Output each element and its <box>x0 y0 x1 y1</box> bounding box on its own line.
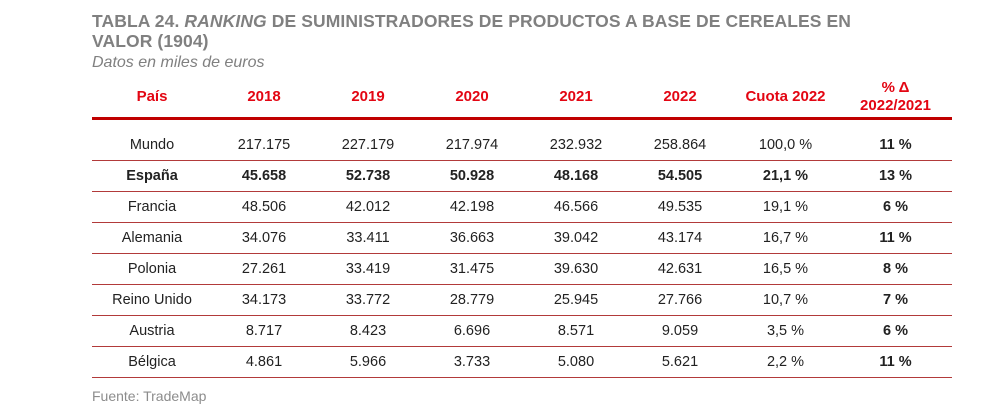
cell-y2019: 33.772 <box>316 284 420 316</box>
table-row: Polonia 27.261 33.419 31.475 39.630 42.631 16,… <box>92 253 952 285</box>
cell-y2019: 33.411 <box>316 222 420 254</box>
header-pct-line2: 2022/2021 <box>860 97 931 114</box>
cell-y2021: 232.932 <box>524 130 628 161</box>
cell-cuota: 16,5 % <box>732 253 839 285</box>
cell-y2020: 50.928 <box>420 160 524 192</box>
title-italic-word: RANKING <box>184 11 267 31</box>
cell-y2018: 27.261 <box>212 253 316 285</box>
cell-y2022: 258.864 <box>628 130 732 161</box>
cell-y2018: 4.861 <box>212 346 316 378</box>
header-cuota: Cuota 2022 <box>732 77 839 120</box>
header-2021: 2021 <box>524 77 628 120</box>
suppliers-ranking-table: País 2018 2019 2020 2021 2022 Cuota 2022… <box>92 77 952 378</box>
cell-y2019: 42.012 <box>316 191 420 223</box>
cell-y2019: 33.419 <box>316 253 420 285</box>
cell-country: Austria <box>92 315 212 347</box>
cell-country: Alemania <box>92 222 212 254</box>
cell-y2020: 42.198 <box>420 191 524 223</box>
cell-cuota: 100,0 % <box>732 130 839 161</box>
cell-y2018: 45.658 <box>212 160 316 192</box>
cell-country: Francia <box>92 191 212 223</box>
cell-y2019: 5.966 <box>316 346 420 378</box>
cell-y2019: 52.738 <box>316 160 420 192</box>
header-2018: 2018 <box>212 77 316 120</box>
table-row: Reino Unido 34.173 33.772 28.779 25.945 27.76… <box>92 284 952 316</box>
cell-pct: 13 % <box>839 160 952 192</box>
cell-y2022: 9.059 <box>628 315 732 347</box>
title-prefix: TABLA 24. <box>92 11 185 31</box>
cell-y2021: 46.566 <box>524 191 628 223</box>
cell-pct: 8 % <box>839 253 952 285</box>
table-row: Bélgica 4.861 5.966 3.733 5.080 5.621 2,2 % 11 … <box>92 346 952 378</box>
header-2020: 2020 <box>420 77 524 120</box>
cell-cuota: 16,7 % <box>732 222 839 254</box>
cell-y2021: 5.080 <box>524 346 628 378</box>
cell-y2018: 34.173 <box>212 284 316 316</box>
title-rest: DE SUMINISTRADORES DE PRODUCTOS A BASE D… <box>92 11 852 51</box>
cell-pct: 7 % <box>839 284 952 316</box>
table-title: TABLA 24. RANKING DE SUMINISTRADORES DE … <box>92 11 912 51</box>
cell-y2018: 34.076 <box>212 222 316 254</box>
table-subtitle: Datos en miles de euros <box>92 54 265 71</box>
cell-country: Mundo <box>92 130 212 161</box>
cell-y2020: 36.663 <box>420 222 524 254</box>
cell-pct: 11 % <box>839 130 952 161</box>
cell-pct: 6 % <box>839 315 952 347</box>
cell-y2021: 48.168 <box>524 160 628 192</box>
cell-y2021: 25.945 <box>524 284 628 316</box>
header-row: País 2018 2019 2020 2021 2022 Cuota 2022… <box>92 77 952 120</box>
cell-cuota: 21,1 % <box>732 160 839 192</box>
cell-pct: 11 % <box>839 346 952 378</box>
cell-y2022: 43.174 <box>628 222 732 254</box>
cell-pct: 11 % <box>839 222 952 254</box>
cell-country: España <box>92 160 212 192</box>
cell-cuota: 10,7 % <box>732 284 839 316</box>
cell-pct: 6 % <box>839 191 952 223</box>
cell-y2021: 8.571 <box>524 315 628 347</box>
cell-y2018: 8.717 <box>212 315 316 347</box>
cell-y2021: 39.042 <box>524 222 628 254</box>
cell-y2022: 54.505 <box>628 160 732 192</box>
cell-country: Reino Unido <box>92 284 212 316</box>
header-2019: 2019 <box>316 77 420 120</box>
table-row: Francia 48.506 42.012 42.198 46.566 49.535 19,… <box>92 191 952 223</box>
source-note: Fuente: TradeMap <box>92 388 207 404</box>
cell-cuota: 19,1 % <box>732 191 839 223</box>
cell-y2022: 49.535 <box>628 191 732 223</box>
cell-y2018: 48.506 <box>212 191 316 223</box>
cell-country: Polonia <box>92 253 212 285</box>
table-row: Mundo 217.175 227.179 217.974 232.932 258.864… <box>92 130 952 161</box>
cell-y2020: 217.974 <box>420 130 524 161</box>
cell-cuota: 3,5 % <box>732 315 839 347</box>
cell-y2020: 3.733 <box>420 346 524 378</box>
cell-y2022: 27.766 <box>628 284 732 316</box>
cell-y2022: 5.621 <box>628 346 732 378</box>
header-pct-change: % Δ 2022/2021 <box>839 77 952 120</box>
cell-y2022: 42.631 <box>628 253 732 285</box>
table-body: Mundo 217.175 227.179 217.974 232.932 258.864… <box>92 130 952 378</box>
header-2022: 2022 <box>628 77 732 120</box>
cell-cuota: 2,2 % <box>732 346 839 378</box>
cell-y2019: 227.179 <box>316 130 420 161</box>
cell-y2019: 8.423 <box>316 315 420 347</box>
cell-y2020: 28.779 <box>420 284 524 316</box>
cell-y2021: 39.630 <box>524 253 628 285</box>
table-figure: TABLA 24. RANKING DE SUMINISTRADORES DE … <box>92 11 952 404</box>
cell-y2020: 31.475 <box>420 253 524 285</box>
cell-y2018: 217.175 <box>212 130 316 161</box>
header-pct-line1: % Δ <box>881 79 910 96</box>
cell-y2020: 6.696 <box>420 315 524 347</box>
header-country: País <box>92 77 212 120</box>
table-row: España 45.658 52.738 50.928 48.168 54.505 21,1… <box>92 160 952 192</box>
table-row: Alemania 34.076 33.411 36.663 39.042 43.174 16… <box>92 222 952 254</box>
cell-country: Bélgica <box>92 346 212 378</box>
table-row: Austria 8.717 8.423 6.696 8.571 9.059 3,5 % 6 % <box>92 315 952 347</box>
